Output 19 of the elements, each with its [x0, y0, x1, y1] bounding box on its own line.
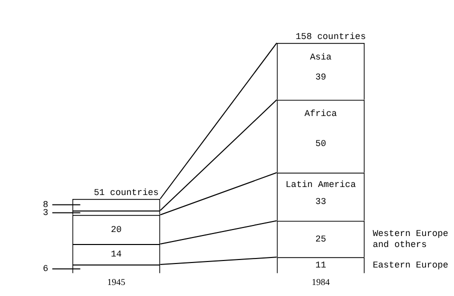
- data-label: 6: [42, 264, 48, 274]
- data-label: 11: [315, 260, 326, 271]
- data-label: 3: [42, 208, 48, 218]
- data-label: 33: [315, 196, 326, 207]
- data-label: 14: [110, 250, 122, 260]
- data-label: 20: [110, 224, 122, 235]
- total-label: 51 countries: [94, 188, 159, 198]
- x-tick-label: 1984: [312, 276, 330, 287]
- series-label: Latin America: [286, 180, 356, 190]
- series-label: Africa: [304, 109, 338, 120]
- series-label: Western Europe and others: [372, 228, 448, 250]
- x-tick-label: 1945: [107, 276, 126, 287]
- data-label: 50: [315, 138, 326, 149]
- data-label: 25: [315, 234, 326, 244]
- series-label: Asia: [310, 52, 332, 62]
- series-label: Eastern Europe: [372, 260, 448, 271]
- total-label: 158 countries: [296, 32, 366, 42]
- data-label: 39: [315, 72, 326, 82]
- data-label: 8: [42, 200, 48, 210]
